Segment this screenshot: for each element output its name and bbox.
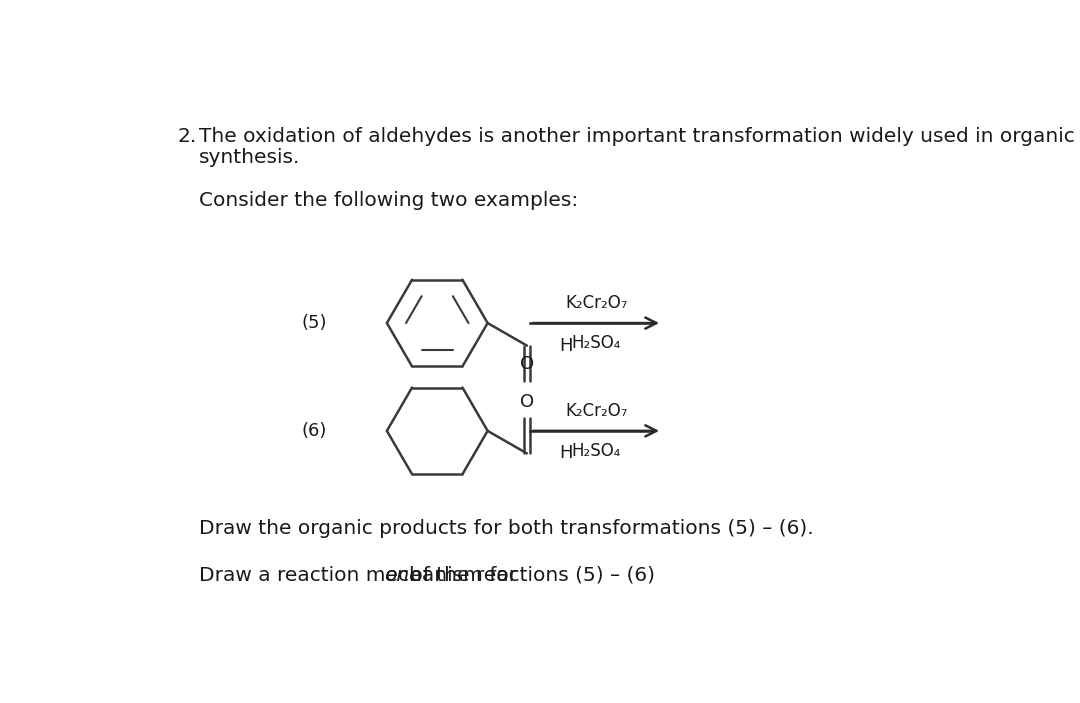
Text: The oxidation of aldehydes is another important transformation widely used in or: The oxidation of aldehydes is another im… bbox=[199, 127, 1075, 146]
Text: (5): (5) bbox=[301, 314, 327, 332]
Text: (6): (6) bbox=[301, 422, 327, 440]
Text: Draw the organic products for both transformations (5) – (6).: Draw the organic products for both trans… bbox=[199, 520, 813, 538]
Text: O: O bbox=[519, 355, 534, 373]
Text: H₂SO₄: H₂SO₄ bbox=[571, 334, 621, 352]
Text: one: one bbox=[384, 566, 422, 585]
Text: H₂SO₄: H₂SO₄ bbox=[571, 441, 621, 460]
Text: H: H bbox=[559, 337, 572, 354]
Text: 2.: 2. bbox=[177, 127, 197, 146]
Text: H: H bbox=[559, 444, 572, 463]
Text: O: O bbox=[519, 393, 534, 411]
Text: K₂Cr₂O₇: K₂Cr₂O₇ bbox=[565, 402, 627, 420]
Text: Consider the following two examples:: Consider the following two examples: bbox=[199, 191, 578, 209]
Text: Draw a reaction mechanism for: Draw a reaction mechanism for bbox=[199, 566, 523, 585]
Text: of the reactions (5) – (6): of the reactions (5) – (6) bbox=[404, 566, 654, 585]
Text: K₂Cr₂O₇: K₂Cr₂O₇ bbox=[565, 295, 627, 312]
Text: synthesis.: synthesis. bbox=[199, 148, 300, 167]
